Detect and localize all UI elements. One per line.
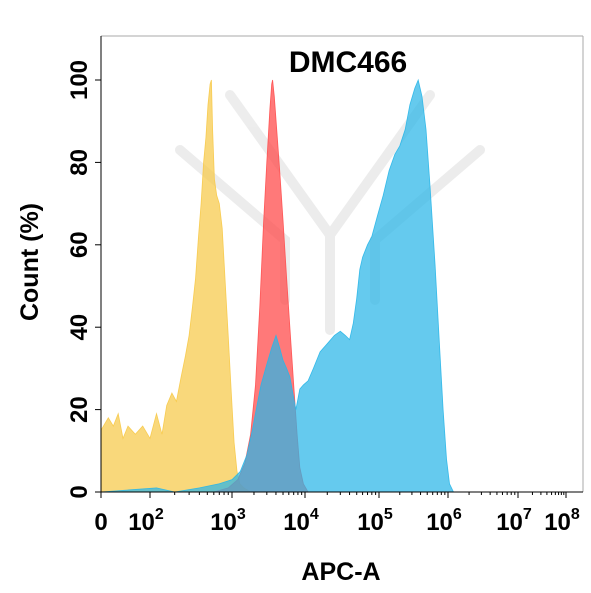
x-tick-label: 103 <box>210 506 246 536</box>
x-tick-label: 102 <box>128 506 164 536</box>
chart-title: DMC466 <box>289 46 407 79</box>
histogram-area-1 <box>100 79 253 493</box>
y-ticks: 0 20 40 60 80 100 <box>66 60 101 499</box>
y-tick-label: 20 <box>66 396 93 423</box>
histogram-series <box>100 78 455 493</box>
y-tick-label: 100 <box>66 60 93 100</box>
y-tick-label: 0 <box>66 485 93 498</box>
x-tick-label: 104 <box>283 506 319 536</box>
y-tick-label: 40 <box>66 314 93 341</box>
y-tick-label: 60 <box>66 231 93 258</box>
plot-frame <box>101 35 584 492</box>
x-axis-label: APC-A <box>301 558 380 586</box>
x-tick-label: 106 <box>426 506 462 536</box>
x-ticks: 0 102 103 104 105 106 107 108 <box>94 492 580 536</box>
y-tick-label: 80 <box>66 149 93 176</box>
histogram-area-3 <box>100 78 455 493</box>
x-tick-label: 107 <box>496 506 532 536</box>
y-axis-label: Count (%) <box>16 203 44 321</box>
x-tick-label: 105 <box>357 506 393 536</box>
x-tick-label: 0 <box>94 509 107 536</box>
x-tick-label: 108 <box>544 506 580 536</box>
